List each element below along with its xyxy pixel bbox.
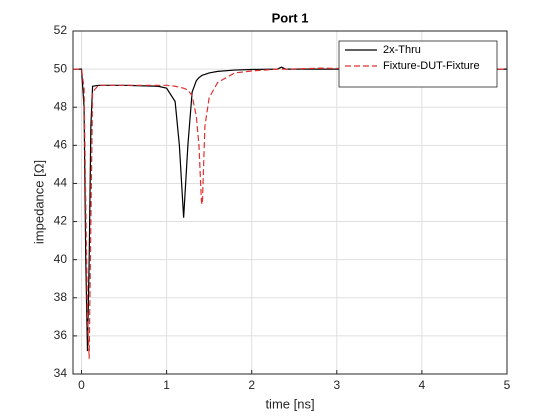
x-axis-label: time [ns] xyxy=(265,396,314,411)
y-tick-label: 48 xyxy=(54,99,68,113)
y-tick-label: 36 xyxy=(54,328,68,342)
x-tick-label: 2 xyxy=(248,378,255,392)
y-tick-label: 52 xyxy=(54,23,68,37)
y-tick-label: 44 xyxy=(54,176,68,190)
x-tick-label: 4 xyxy=(419,378,426,392)
chart-title: Port 1 xyxy=(272,10,309,25)
y-tick-label: 38 xyxy=(54,290,68,304)
legend-label: Fixture-DUT-Fixture xyxy=(383,60,480,72)
x-tick-label: 0 xyxy=(78,378,85,392)
axes-box xyxy=(72,30,508,375)
y-tick-label: 50 xyxy=(54,61,68,75)
x-tick-label: 3 xyxy=(333,378,340,392)
x-tick-label: 5 xyxy=(504,378,511,392)
y-tick-label: 42 xyxy=(54,214,68,228)
plot-area xyxy=(73,31,507,374)
y-tick-label: 34 xyxy=(54,366,68,380)
series-line xyxy=(73,67,507,359)
legend-label: 2x-Thru xyxy=(383,44,421,56)
y-axis-label: impedance [Ω] xyxy=(31,160,46,244)
legend-box xyxy=(338,40,498,88)
x-tick-label: 1 xyxy=(163,378,170,392)
y-tick-label: 40 xyxy=(54,252,68,266)
y-tick-label: 46 xyxy=(54,138,68,152)
